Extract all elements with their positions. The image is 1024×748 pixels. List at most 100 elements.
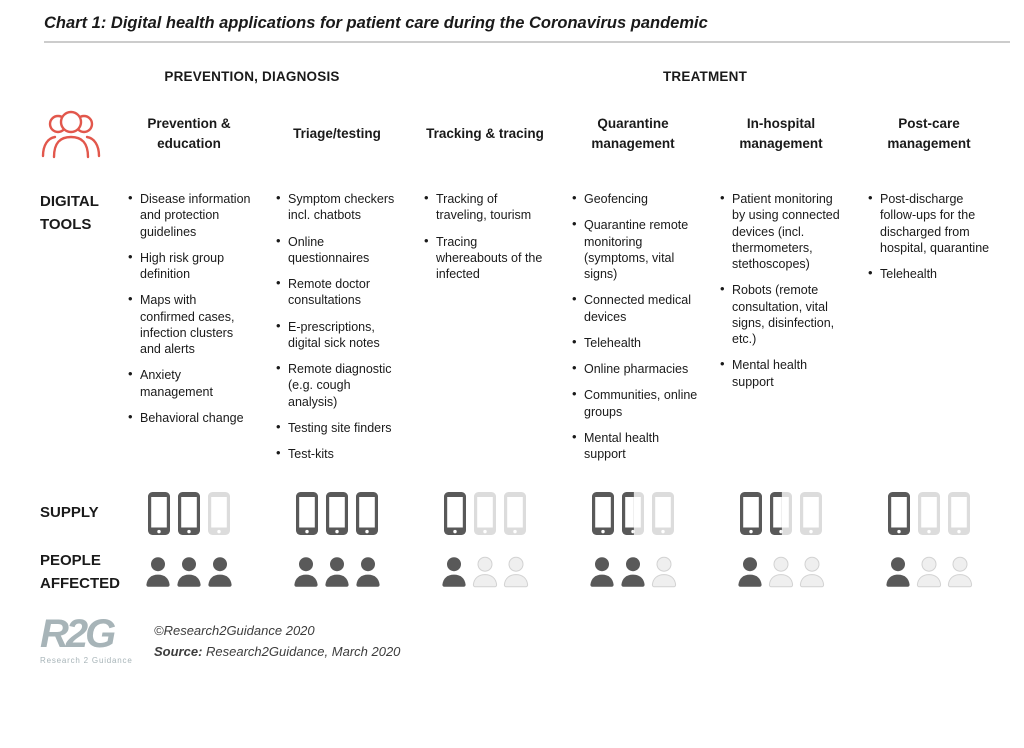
column-header-post-care-management: Post-care management (887, 116, 971, 151)
people-affected-row: PEOPLE AFFECTED (0, 550, 1024, 595)
bullet-item: Anxiety management (128, 366, 254, 400)
bullet-item: Post-discharge follow-ups for the discha… (868, 190, 994, 256)
person-icon (442, 557, 466, 588)
chart-title: Chart 1: Digital health applications for… (44, 14, 708, 32)
tools-list-triage-testing: Symptom checkers incl. chatbots Online qu… (276, 190, 424, 462)
bullet-item: Behavioral change (128, 409, 254, 426)
bullet-item: E-prescriptions, digital sick notes (276, 318, 402, 352)
smartphone-icon (326, 491, 348, 535)
people-rating-in-hospital-management (720, 556, 842, 589)
supply-rating-in-hospital-management (720, 491, 842, 536)
smartphone-icon (770, 491, 792, 535)
tools-list-quarantine-management: Geofencing Quarantine remote monitoring (… (572, 190, 720, 463)
people-rating-prevention-education (128, 556, 250, 589)
person-icon (768, 556, 794, 588)
bullet-item: Robots (remote consultation, vital signs… (720, 281, 846, 347)
bullet-item: Tracking of traveling, tourism (424, 190, 550, 224)
supply-row: SUPPLY (0, 488, 1024, 538)
people-group-icon (41, 110, 101, 159)
person-icon (472, 556, 498, 588)
bullet-item: Remote diagnostic (e.g. cough analysis) (276, 360, 402, 410)
bullet-item: Geofencing (572, 190, 698, 207)
smartphone-icon (948, 491, 970, 535)
person-icon (177, 557, 201, 588)
title-divider (44, 41, 1010, 43)
bullet-item: Mental health support (720, 356, 846, 390)
column-header-triage-testing: Triage/testing (293, 126, 381, 142)
smartphone-icon (474, 491, 496, 535)
smartphone-icon (740, 491, 762, 535)
section-prevention-diagnosis: PREVENTION, DIAGNOSIS (164, 69, 340, 84)
footer-source-block: ©Research2Guidance 2020 Source: Research… (154, 615, 400, 663)
bullet-item: High risk group definition (128, 249, 254, 283)
column-header-quarantine-management: Quarantine management (591, 116, 675, 151)
bullet-item: Remote doctor consultations (276, 275, 402, 309)
bullet-item: Communities, online groups (572, 386, 698, 420)
supply-rating-tracking-tracing (424, 491, 546, 536)
person-icon (886, 557, 910, 588)
tools-list-tracking-tracing: Tracking of traveling, tourism Tracing wh… (424, 190, 572, 283)
person-icon (651, 556, 677, 588)
source-text: Research2Guidance, March 2020 (202, 644, 401, 660)
smartphone-icon (148, 491, 170, 535)
bullet-item: Patient monitoring by using connected de… (720, 190, 846, 272)
smartphone-icon (888, 491, 910, 535)
bullet-item: Maps with confirmed cases, infection clu… (128, 291, 254, 357)
smartphone-icon (178, 491, 200, 535)
column-header-row: Prevention & education Triage/testing Tr… (0, 101, 1024, 167)
bullet-item: Quarantine remote monitoring (symptoms, … (572, 216, 698, 282)
column-header-prevention-education: Prevention & education (147, 116, 231, 151)
person-icon (356, 557, 380, 588)
bullet-item: Test-kits (276, 445, 402, 462)
people-rating-tracking-tracing (424, 556, 546, 589)
footer: R2G Research 2 Guidance ©Research2Guidan… (40, 614, 1024, 666)
people-group-icon-cell (40, 107, 128, 161)
person-icon (947, 556, 973, 588)
smartphone-icon (444, 491, 466, 535)
smartphone-icon (296, 491, 318, 535)
bullet-item: Tracing whereabouts of the infected (424, 233, 550, 283)
smartphone-icon (356, 491, 378, 535)
person-icon (738, 557, 762, 588)
supply-rating-post-care-management (868, 491, 990, 536)
bullet-item: Symptom checkers incl. chatbots (276, 190, 402, 224)
people-rating-triage-testing (276, 556, 398, 589)
bullet-item: Online pharmacies (572, 360, 698, 377)
row-label-digital-tools: DIGITAL TOOLS (40, 193, 99, 233)
bullet-item: Disease information and protection guide… (128, 190, 254, 240)
copyright-line: ©Research2Guidance 2020 (154, 623, 315, 639)
person-icon (325, 557, 349, 588)
supply-rating-quarantine-management (572, 491, 694, 536)
section-header-row: PREVENTION, DIAGNOSIS TREATMENT (0, 59, 1024, 99)
section-treatment: TREATMENT (662, 69, 748, 84)
person-icon (916, 556, 942, 588)
tools-list-in-hospital-management: Patient monitoring by using connected de… (720, 190, 868, 390)
smartphone-icon (652, 491, 674, 535)
supply-rating-triage-testing (276, 491, 398, 536)
bullet-item: Telehealth (868, 265, 994, 282)
smartphone-icon (622, 491, 644, 535)
tools-list-prevention-education: Disease information and protection guide… (128, 190, 276, 426)
digital-tools-row: DIGITAL TOOLS Disease information and pr… (0, 190, 1024, 463)
r2g-logo-subtext: Research 2 Guidance (40, 656, 133, 666)
smartphone-icon (592, 491, 614, 535)
person-icon (590, 557, 614, 588)
column-header-in-hospital-management: In-hospital management (739, 116, 823, 151)
source-label: Source: (154, 644, 203, 660)
column-header-tracking-tracing: Tracking & tracing (426, 126, 544, 142)
smartphone-icon (208, 491, 230, 535)
bullet-item: Connected medical devices (572, 291, 698, 325)
smartphone-icon (800, 491, 822, 535)
person-icon (294, 557, 318, 588)
tools-list-post-care-management: Post-discharge follow-ups for the discha… (868, 190, 1016, 282)
person-icon (503, 556, 529, 588)
source-line: Source: Research2Guidance, March 2020 (154, 642, 400, 663)
row-label-supply: SUPPLY (40, 504, 99, 521)
smartphone-icon (504, 491, 526, 535)
bullet-item: Mental health support (572, 429, 698, 463)
bullet-item: Telehealth (572, 334, 698, 351)
r2g-logo: R2G Research 2 Guidance (40, 614, 136, 666)
person-icon (799, 556, 825, 588)
people-rating-quarantine-management (572, 556, 694, 589)
bullet-item: Online questionnaires (276, 233, 402, 267)
